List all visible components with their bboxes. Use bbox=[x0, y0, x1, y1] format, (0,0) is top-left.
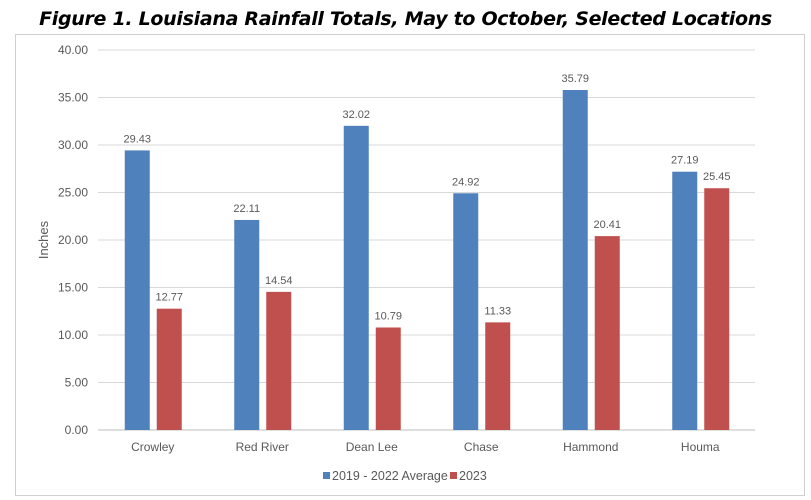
y-tick-label: 40.00 bbox=[58, 43, 88, 57]
data-label: 24.92 bbox=[452, 176, 480, 188]
legend-label: 2023 bbox=[459, 469, 487, 483]
bar-2023 bbox=[266, 291, 292, 430]
data-label: 20.41 bbox=[593, 219, 621, 231]
y-tick-label: 35.00 bbox=[58, 91, 88, 105]
y-axis-label: Inches bbox=[36, 220, 51, 259]
y-tick-label: 25.00 bbox=[58, 186, 88, 200]
y-tick-label: 0.00 bbox=[65, 423, 89, 437]
bar-2023 bbox=[156, 308, 182, 430]
y-tick-label: 20.00 bbox=[58, 233, 88, 247]
y-tick-label: 10.00 bbox=[58, 328, 88, 342]
data-label: 12.77 bbox=[155, 292, 183, 304]
data-label: 10.79 bbox=[374, 310, 402, 322]
data-label: 11.33 bbox=[484, 305, 511, 317]
chart-frame bbox=[15, 34, 805, 496]
data-label: 22.11 bbox=[233, 203, 260, 215]
bar-2023 bbox=[375, 327, 401, 430]
x-tick-label: Chase bbox=[464, 440, 499, 454]
bar-2023 bbox=[594, 236, 620, 430]
data-label: 25.45 bbox=[703, 171, 731, 183]
bar-average bbox=[234, 219, 260, 430]
legend-swatch bbox=[450, 472, 457, 479]
x-tick-label: Dean Lee bbox=[346, 440, 398, 454]
bar-average bbox=[562, 89, 588, 431]
data-label: 35.79 bbox=[561, 73, 589, 85]
bar-average bbox=[124, 150, 150, 431]
bar-2023 bbox=[485, 322, 511, 430]
x-tick-label: Hammond bbox=[563, 440, 618, 454]
y-tick-label: 15.00 bbox=[58, 281, 88, 295]
bar-average bbox=[672, 171, 698, 430]
y-tick-label: 5.00 bbox=[65, 376, 89, 390]
bar-average bbox=[343, 125, 369, 430]
bar-average bbox=[453, 193, 479, 430]
x-tick-label: Red River bbox=[236, 440, 289, 454]
x-tick-label: Crowley bbox=[131, 440, 174, 454]
data-label: 27.19 bbox=[671, 155, 699, 167]
legend-swatch bbox=[323, 472, 330, 479]
data-label: 14.54 bbox=[265, 275, 293, 287]
legend-label: 2019 - 2022 Average bbox=[332, 469, 448, 483]
x-tick-label: Houma bbox=[681, 440, 720, 454]
y-tick-label: 30.00 bbox=[58, 138, 88, 152]
data-label: 29.43 bbox=[123, 133, 151, 145]
chart-title: Figure 1. Louisiana Rainfall Totals, May… bbox=[39, 8, 772, 30]
data-label: 32.02 bbox=[342, 109, 370, 121]
bar-2023 bbox=[704, 188, 730, 430]
